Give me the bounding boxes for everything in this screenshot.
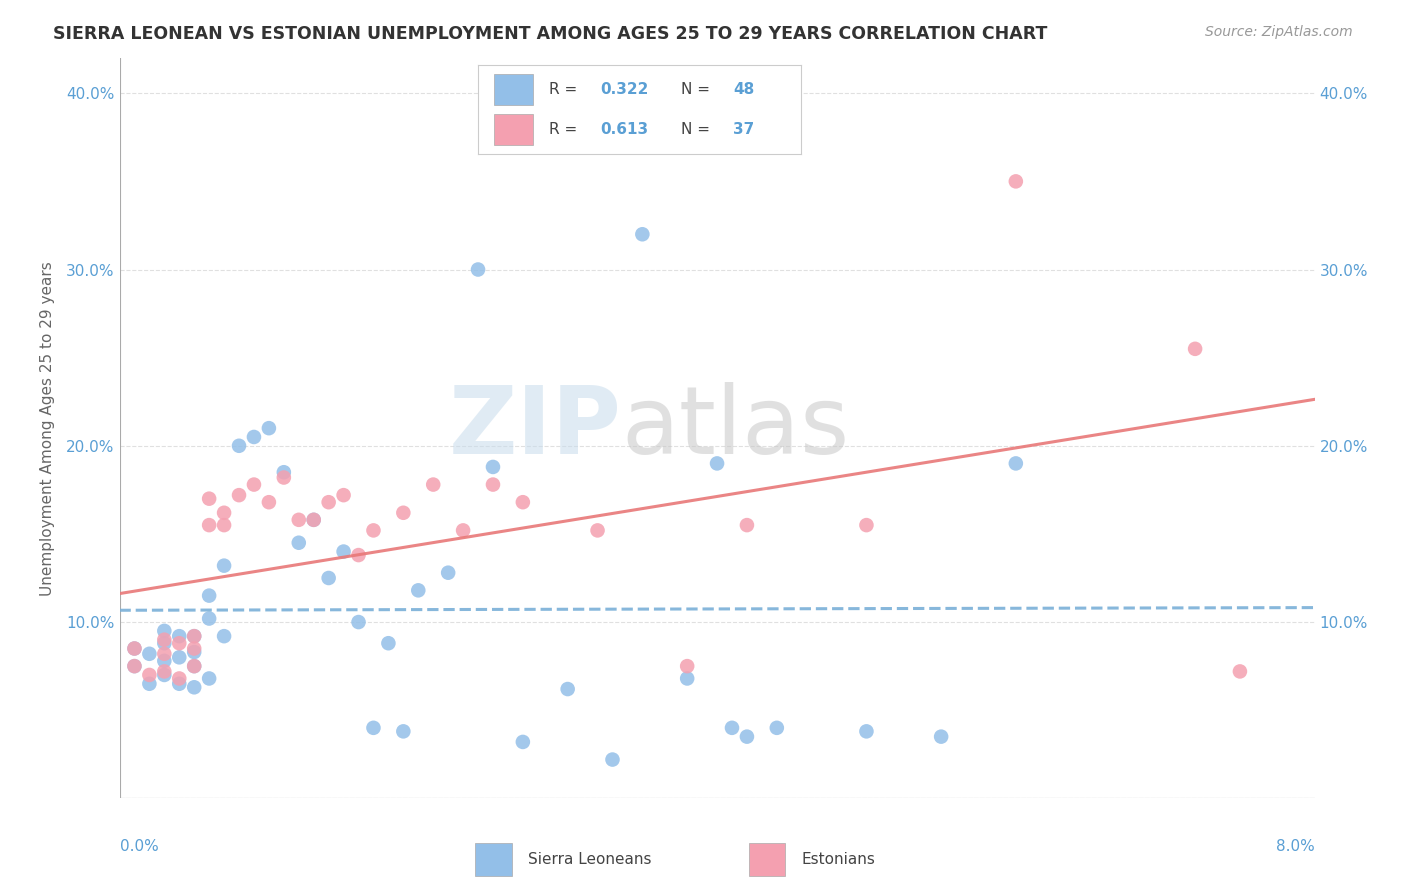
Point bbox=[257, 495, 280, 509]
Point bbox=[183, 629, 205, 643]
Point bbox=[169, 672, 191, 686]
Point bbox=[721, 721, 744, 735]
Point bbox=[169, 677, 191, 691]
Point bbox=[1229, 665, 1251, 679]
Point bbox=[363, 721, 385, 735]
Point bbox=[451, 524, 474, 538]
Point bbox=[183, 659, 205, 673]
Point bbox=[153, 665, 176, 679]
Point bbox=[183, 641, 205, 656]
Point bbox=[273, 470, 295, 484]
Point bbox=[512, 495, 534, 509]
Point bbox=[392, 506, 415, 520]
Point bbox=[855, 518, 877, 533]
Point bbox=[228, 439, 250, 453]
Point bbox=[1004, 174, 1026, 188]
Point bbox=[153, 636, 176, 650]
Point bbox=[735, 730, 758, 744]
Point bbox=[183, 629, 205, 643]
Point bbox=[212, 629, 235, 643]
Text: ZIP: ZIP bbox=[449, 382, 621, 475]
Point bbox=[288, 513, 311, 527]
Point bbox=[676, 672, 699, 686]
Point bbox=[467, 262, 489, 277]
Point bbox=[153, 632, 176, 647]
Text: 8.0%: 8.0% bbox=[1275, 839, 1315, 854]
Point bbox=[318, 571, 340, 585]
Point bbox=[169, 636, 191, 650]
Text: Source: ZipAtlas.com: Source: ZipAtlas.com bbox=[1205, 25, 1353, 39]
Point bbox=[512, 735, 534, 749]
Point bbox=[1184, 342, 1206, 356]
Point bbox=[347, 615, 370, 629]
Point bbox=[302, 513, 325, 527]
Point bbox=[332, 544, 354, 558]
Point bbox=[302, 513, 325, 527]
Point bbox=[198, 611, 221, 625]
Point bbox=[288, 535, 311, 549]
Point bbox=[602, 753, 624, 767]
Text: 0.0%: 0.0% bbox=[120, 839, 159, 854]
Point bbox=[347, 548, 370, 562]
Point bbox=[482, 459, 505, 474]
Point bbox=[183, 645, 205, 659]
Point bbox=[855, 724, 877, 739]
Point bbox=[257, 421, 280, 435]
Point bbox=[153, 654, 176, 668]
Point bbox=[183, 680, 205, 694]
Point bbox=[138, 677, 160, 691]
Point bbox=[676, 659, 699, 673]
Point bbox=[153, 668, 176, 682]
Point bbox=[212, 558, 235, 573]
Point bbox=[377, 636, 399, 650]
Point bbox=[557, 681, 579, 696]
Point bbox=[408, 583, 430, 598]
Point bbox=[332, 488, 354, 502]
Point bbox=[437, 566, 460, 580]
Text: atlas: atlas bbox=[621, 382, 849, 475]
Point bbox=[153, 647, 176, 661]
Point bbox=[212, 518, 235, 533]
Point bbox=[422, 477, 444, 491]
Point bbox=[243, 430, 266, 444]
Point bbox=[273, 465, 295, 479]
Point bbox=[706, 457, 728, 471]
Point bbox=[482, 477, 505, 491]
Text: SIERRA LEONEAN VS ESTONIAN UNEMPLOYMENT AMONG AGES 25 TO 29 YEARS CORRELATION CH: SIERRA LEONEAN VS ESTONIAN UNEMPLOYMENT … bbox=[53, 25, 1047, 43]
Point bbox=[243, 477, 266, 491]
Point bbox=[363, 524, 385, 538]
Point bbox=[929, 730, 952, 744]
Point bbox=[138, 668, 160, 682]
Point bbox=[124, 659, 146, 673]
Point bbox=[183, 659, 205, 673]
Point bbox=[198, 518, 221, 533]
Point bbox=[169, 650, 191, 665]
Point bbox=[1004, 457, 1026, 471]
Point bbox=[124, 659, 146, 673]
Point bbox=[138, 647, 160, 661]
Point bbox=[124, 641, 146, 656]
Point bbox=[153, 624, 176, 638]
Point bbox=[392, 724, 415, 739]
Y-axis label: Unemployment Among Ages 25 to 29 years: Unemployment Among Ages 25 to 29 years bbox=[39, 260, 55, 596]
Point bbox=[766, 721, 789, 735]
Point bbox=[586, 524, 609, 538]
Point bbox=[198, 672, 221, 686]
Point bbox=[169, 629, 191, 643]
Point bbox=[318, 495, 340, 509]
Point bbox=[198, 491, 221, 506]
Point bbox=[124, 641, 146, 656]
Point bbox=[631, 227, 654, 242]
Point bbox=[212, 506, 235, 520]
Point bbox=[228, 488, 250, 502]
Point bbox=[198, 589, 221, 603]
Point bbox=[735, 518, 758, 533]
